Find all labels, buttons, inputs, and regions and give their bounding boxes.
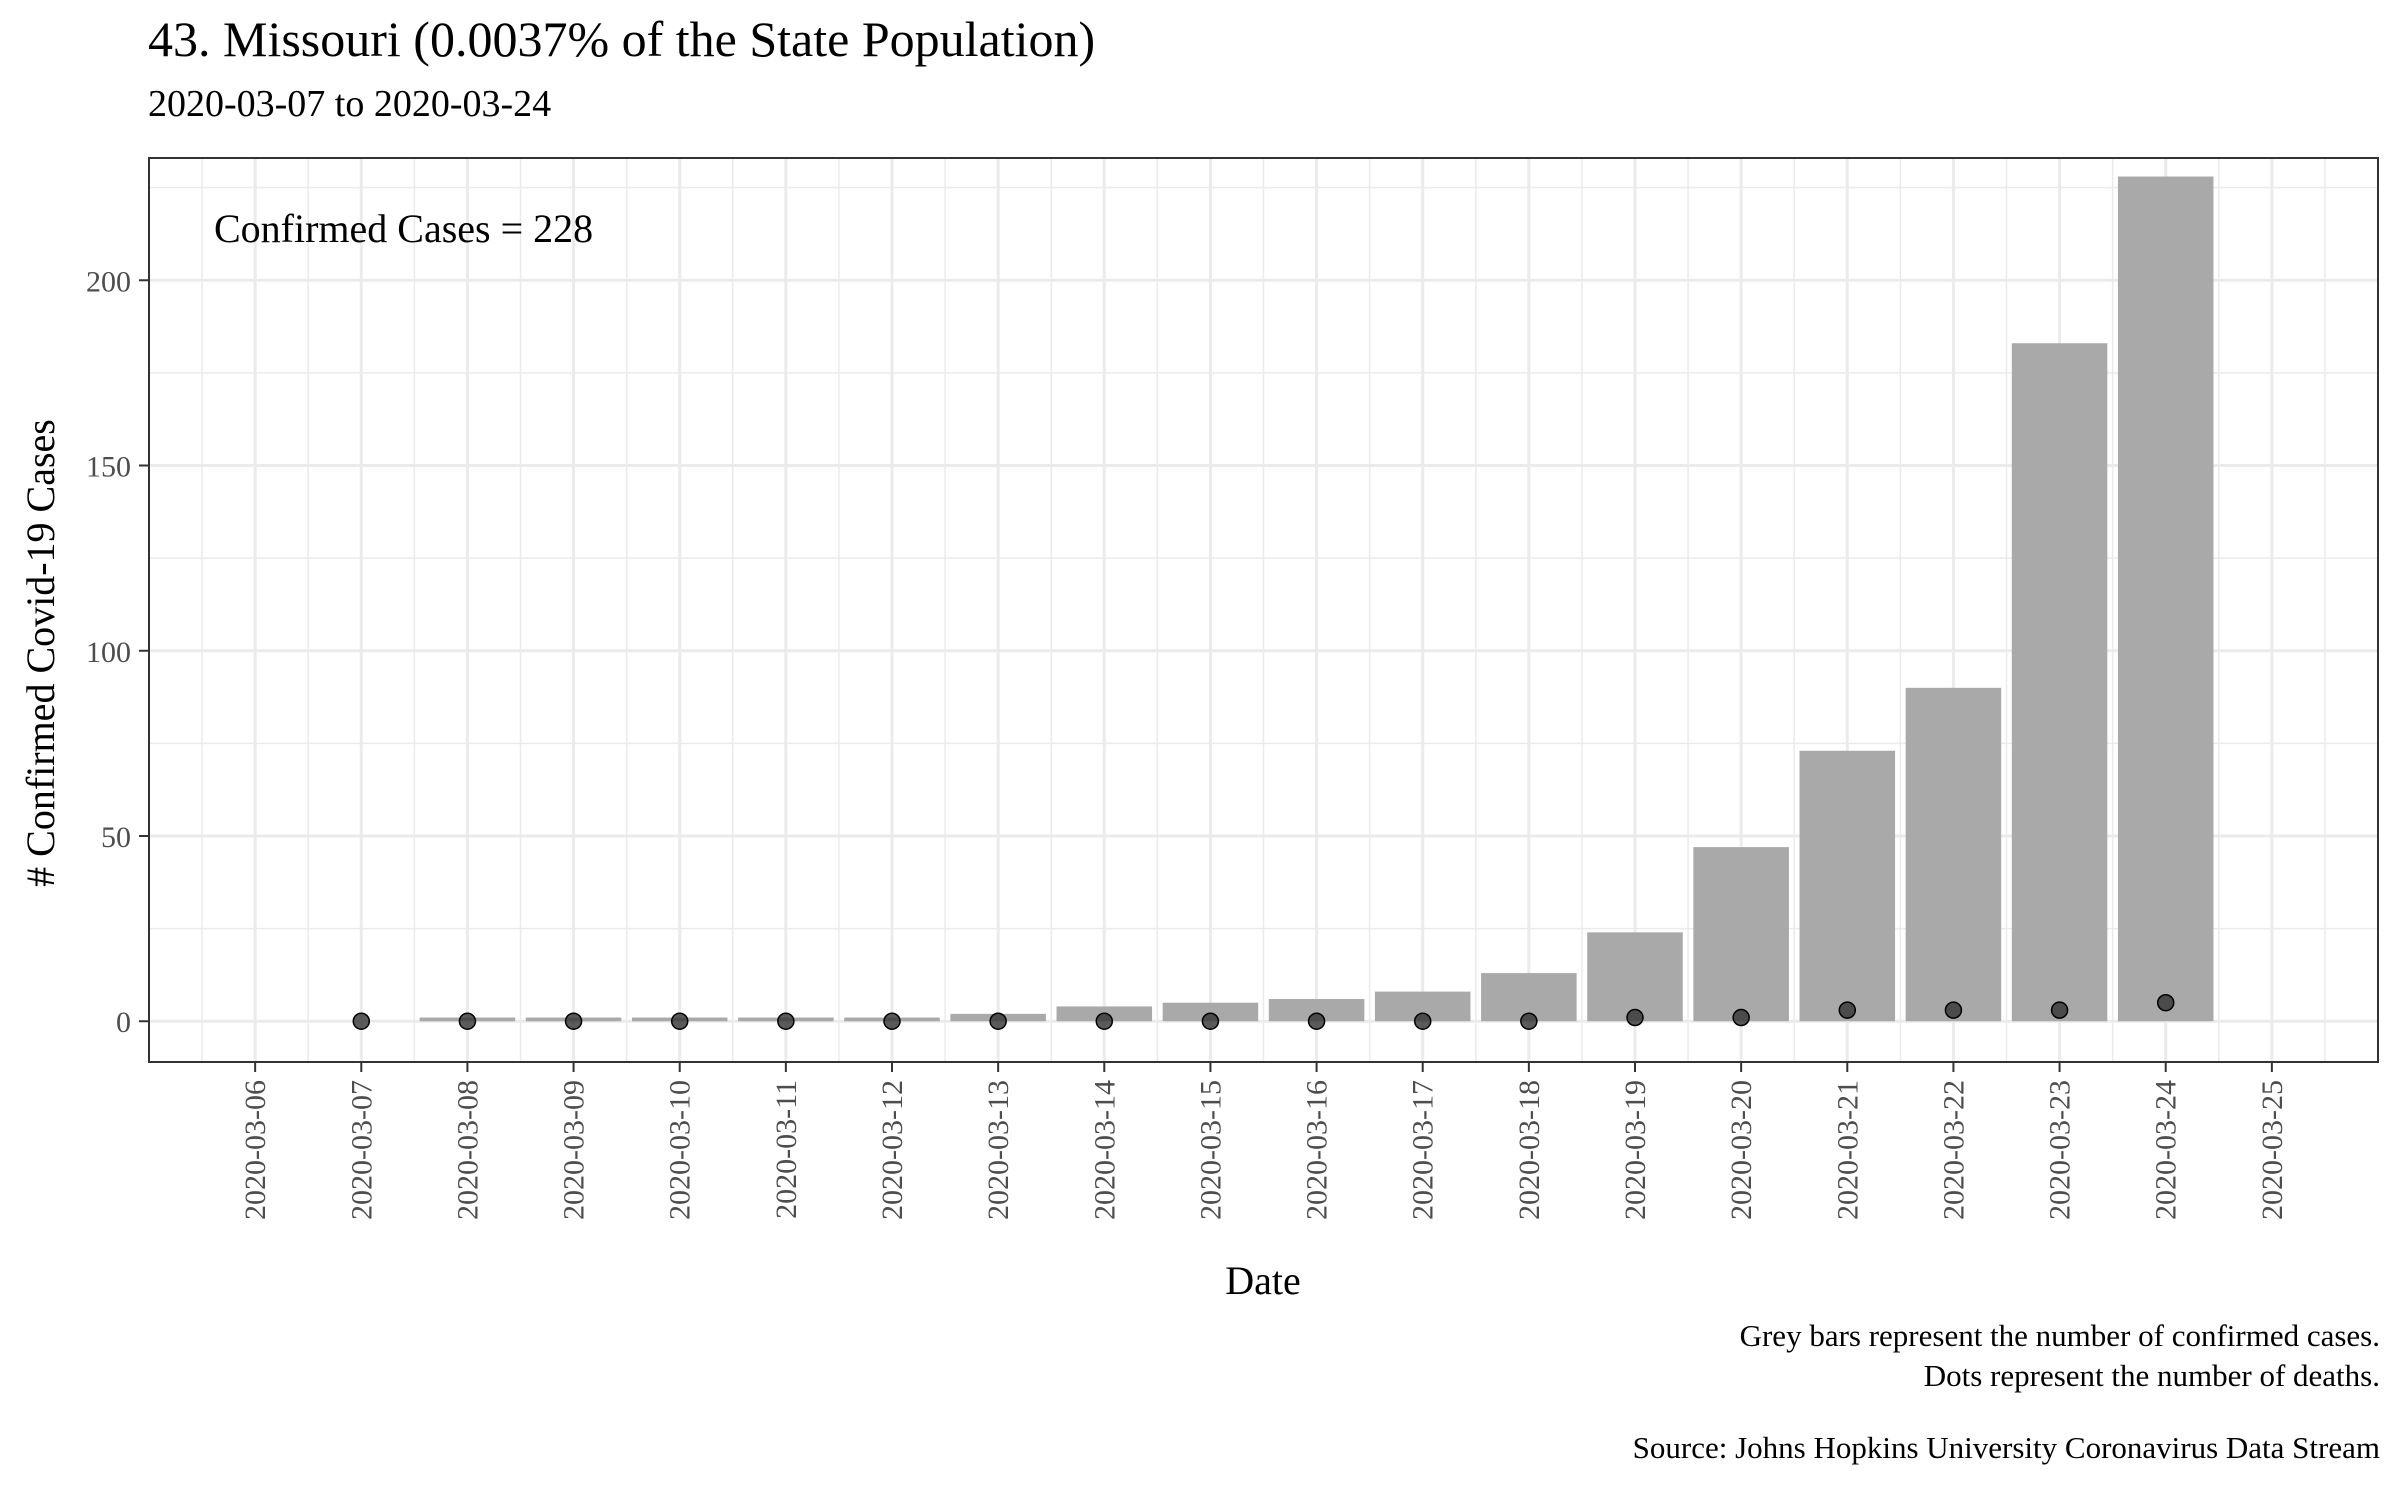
x-tick-label: 2020-03-16 xyxy=(1301,1080,1334,1220)
death-dot-2020-03-10 xyxy=(670,1012,689,1030)
death-dot-2020-03-17 xyxy=(1413,1012,1432,1030)
x-tick-label: 2020-03-25 xyxy=(2256,1080,2289,1220)
death-dot-2020-03-15 xyxy=(1201,1012,1220,1030)
death-dot-2020-03-21 xyxy=(1838,1001,1857,1019)
x-tick-label: 2020-03-15 xyxy=(1194,1080,1227,1220)
death-dot-2020-03-07 xyxy=(352,1012,371,1030)
death-dot-2020-03-19 xyxy=(1626,1008,1644,1027)
x-tick-label: 2020-03-20 xyxy=(1725,1080,1758,1220)
bar-series xyxy=(419,176,2214,1022)
bar-2020-03-21 xyxy=(1799,750,1896,1022)
y-axis-ticks: 0 50 100 150 200 xyxy=(86,265,149,1039)
x-tick-label: 2020-03-12 xyxy=(876,1080,909,1220)
x-tick-label: 2020-03-08 xyxy=(451,1080,484,1220)
caption-line-bars: Grey bars represent the number of confir… xyxy=(1739,1318,2380,1353)
y-tick-label: 150 xyxy=(86,451,131,484)
x-tick-label: 2020-03-06 xyxy=(239,1080,272,1220)
x-tick-label: 2020-03-21 xyxy=(1831,1080,1864,1220)
death-dot-2020-03-12 xyxy=(883,1012,901,1030)
death-dot-2020-03-13 xyxy=(989,1012,1007,1030)
death-dot-2020-03-11 xyxy=(777,1012,795,1030)
source-note: Source: Johns Hopkins University Coronav… xyxy=(1632,1430,2380,1465)
death-dot-2020-03-09 xyxy=(564,1012,583,1030)
chart-title: 43. Missouri (0.0037% of the State Popul… xyxy=(148,11,1096,67)
death-dot-2020-03-20 xyxy=(1732,1008,1750,1027)
chart-annotation: Confirmed Cases = 228 xyxy=(214,206,593,251)
y-tick-label: 200 xyxy=(86,265,131,298)
x-tick-label: 2020-03-13 xyxy=(982,1080,1015,1220)
x-tick-label: 2020-03-17 xyxy=(1407,1080,1440,1220)
death-dot-2020-03-08 xyxy=(458,1012,477,1030)
x-tick-label: 2020-03-11 xyxy=(770,1080,803,1219)
chart-subtitle: 2020-03-07 to 2020-03-24 xyxy=(148,83,552,125)
x-tick-label: 2020-03-19 xyxy=(1619,1080,1652,1220)
x-tick-label: 2020-03-24 xyxy=(2150,1080,2183,1220)
bar-2020-03-20 xyxy=(1693,847,1789,1022)
death-dot-2020-03-22 xyxy=(1944,1001,1963,1019)
x-tick-label: 2020-03-18 xyxy=(1513,1080,1546,1220)
y-tick-label: 50 xyxy=(101,821,131,854)
bar-2020-03-24 xyxy=(2117,176,2214,1022)
caption-line-dots: Dots represent the number of deaths. xyxy=(1923,1358,2380,1393)
death-dot-2020-03-23 xyxy=(2050,1001,2069,1019)
x-tick-label: 2020-03-22 xyxy=(1937,1080,1970,1220)
panel-border xyxy=(148,157,2379,1063)
x-tick-label: 2020-03-07 xyxy=(345,1080,378,1220)
x-tick-label: 2020-03-14 xyxy=(1088,1080,1121,1220)
x-axis-ticks: 2020-03-06 2020-03-07 2020-03-08 2020-03-09… xyxy=(239,1062,2289,1220)
bar-2020-03-16 xyxy=(1268,999,1365,1022)
y-axis-label: # Confirmed Covid-19 Cases xyxy=(18,419,63,887)
y-tick-label: 100 xyxy=(86,636,131,669)
bar-2020-03-23 xyxy=(2011,343,2108,1022)
death-dot-2020-03-24 xyxy=(2156,993,2175,1012)
x-tick-label: 2020-03-23 xyxy=(2044,1080,2077,1220)
bar-2020-03-15 xyxy=(1162,1002,1259,1022)
x-tick-label: 2020-03-10 xyxy=(664,1080,697,1220)
death-dot-2020-03-18 xyxy=(1520,1012,1538,1030)
bar-2020-03-22 xyxy=(1905,687,2002,1022)
death-dot-2020-03-16 xyxy=(1307,1012,1326,1030)
y-tick-label: 0 xyxy=(116,1006,131,1039)
x-axis-label: Date xyxy=(1225,1258,1301,1303)
chart-caption: Grey bars represent the number of confir… xyxy=(1633,1316,2380,1468)
death-dots xyxy=(352,993,2175,1030)
bar-2020-03-19 xyxy=(1587,932,1683,1022)
death-dot-2020-03-14 xyxy=(1095,1012,1114,1030)
x-tick-label: 2020-03-09 xyxy=(558,1080,591,1220)
